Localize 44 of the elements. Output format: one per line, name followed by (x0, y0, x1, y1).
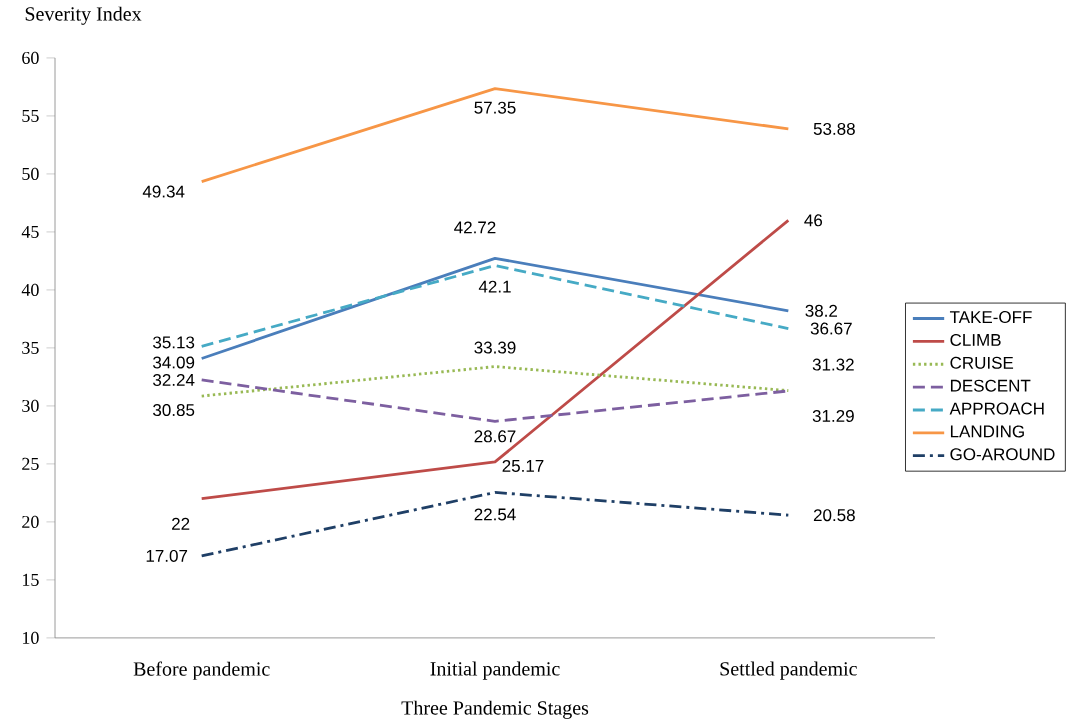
data-label: 31.32 (812, 358, 854, 371)
legend-label: CLIMB (950, 334, 1001, 347)
legend-label: DESCENT (950, 379, 1031, 392)
data-label: 42.1 (478, 280, 511, 293)
data-label: 32.24 (153, 374, 195, 387)
data-label: 31.29 (812, 410, 854, 423)
y-axis-title: Severity Index (25, 6, 142, 26)
data-label: 38.2 (805, 305, 838, 318)
y-tick-label: 20 (22, 516, 39, 529)
data-label: 46 (804, 214, 823, 227)
data-label: 49.34 (142, 185, 185, 198)
data-label: 36.67 (810, 322, 852, 335)
legend-label: LANDING (950, 425, 1024, 438)
data-label: 30.85 (153, 404, 195, 417)
y-tick-label: 35 (22, 342, 39, 355)
x-tick-label: Initial pandemic (430, 661, 560, 680)
data-label: 28.67 (474, 430, 516, 443)
data-label: 35.13 (153, 336, 195, 349)
data-label: 42.72 (454, 221, 496, 234)
y-tick-label: 60 (22, 52, 39, 65)
y-tick-label: 25 (22, 458, 39, 471)
y-tick-label: 10 (22, 632, 39, 645)
data-label: 22.54 (474, 508, 516, 521)
legend-label: GO-AROUND (950, 448, 1055, 461)
y-tick-label: 30 (22, 400, 39, 413)
data-label: 53.88 (813, 123, 855, 136)
data-label: 22 (172, 518, 190, 530)
legend-label: CRUISE (950, 357, 1014, 370)
y-tick-label: 45 (21, 226, 39, 239)
data-label: 33.39 (474, 341, 516, 354)
x-axis-title: Three Pandemic Stages (401, 700, 589, 720)
y-tick-label: 40 (21, 284, 39, 297)
y-tick-label: 55 (22, 110, 39, 123)
x-tick-label: Settled pandemic (720, 661, 857, 680)
data-label: 25.17 (502, 460, 544, 473)
data-label: 17.07 (146, 550, 188, 563)
legend-label: APPROACH (949, 402, 1044, 415)
data-label: 34.09 (153, 356, 195, 369)
legend-label: TAKE-OFF (949, 311, 1032, 324)
data-label: 20.58 (813, 509, 855, 522)
x-tick-label: Before pandemic (133, 661, 270, 681)
y-tick-label: 15 (22, 574, 39, 587)
data-label: 57.35 (474, 101, 516, 114)
y-tick-label: 50 (22, 168, 39, 181)
